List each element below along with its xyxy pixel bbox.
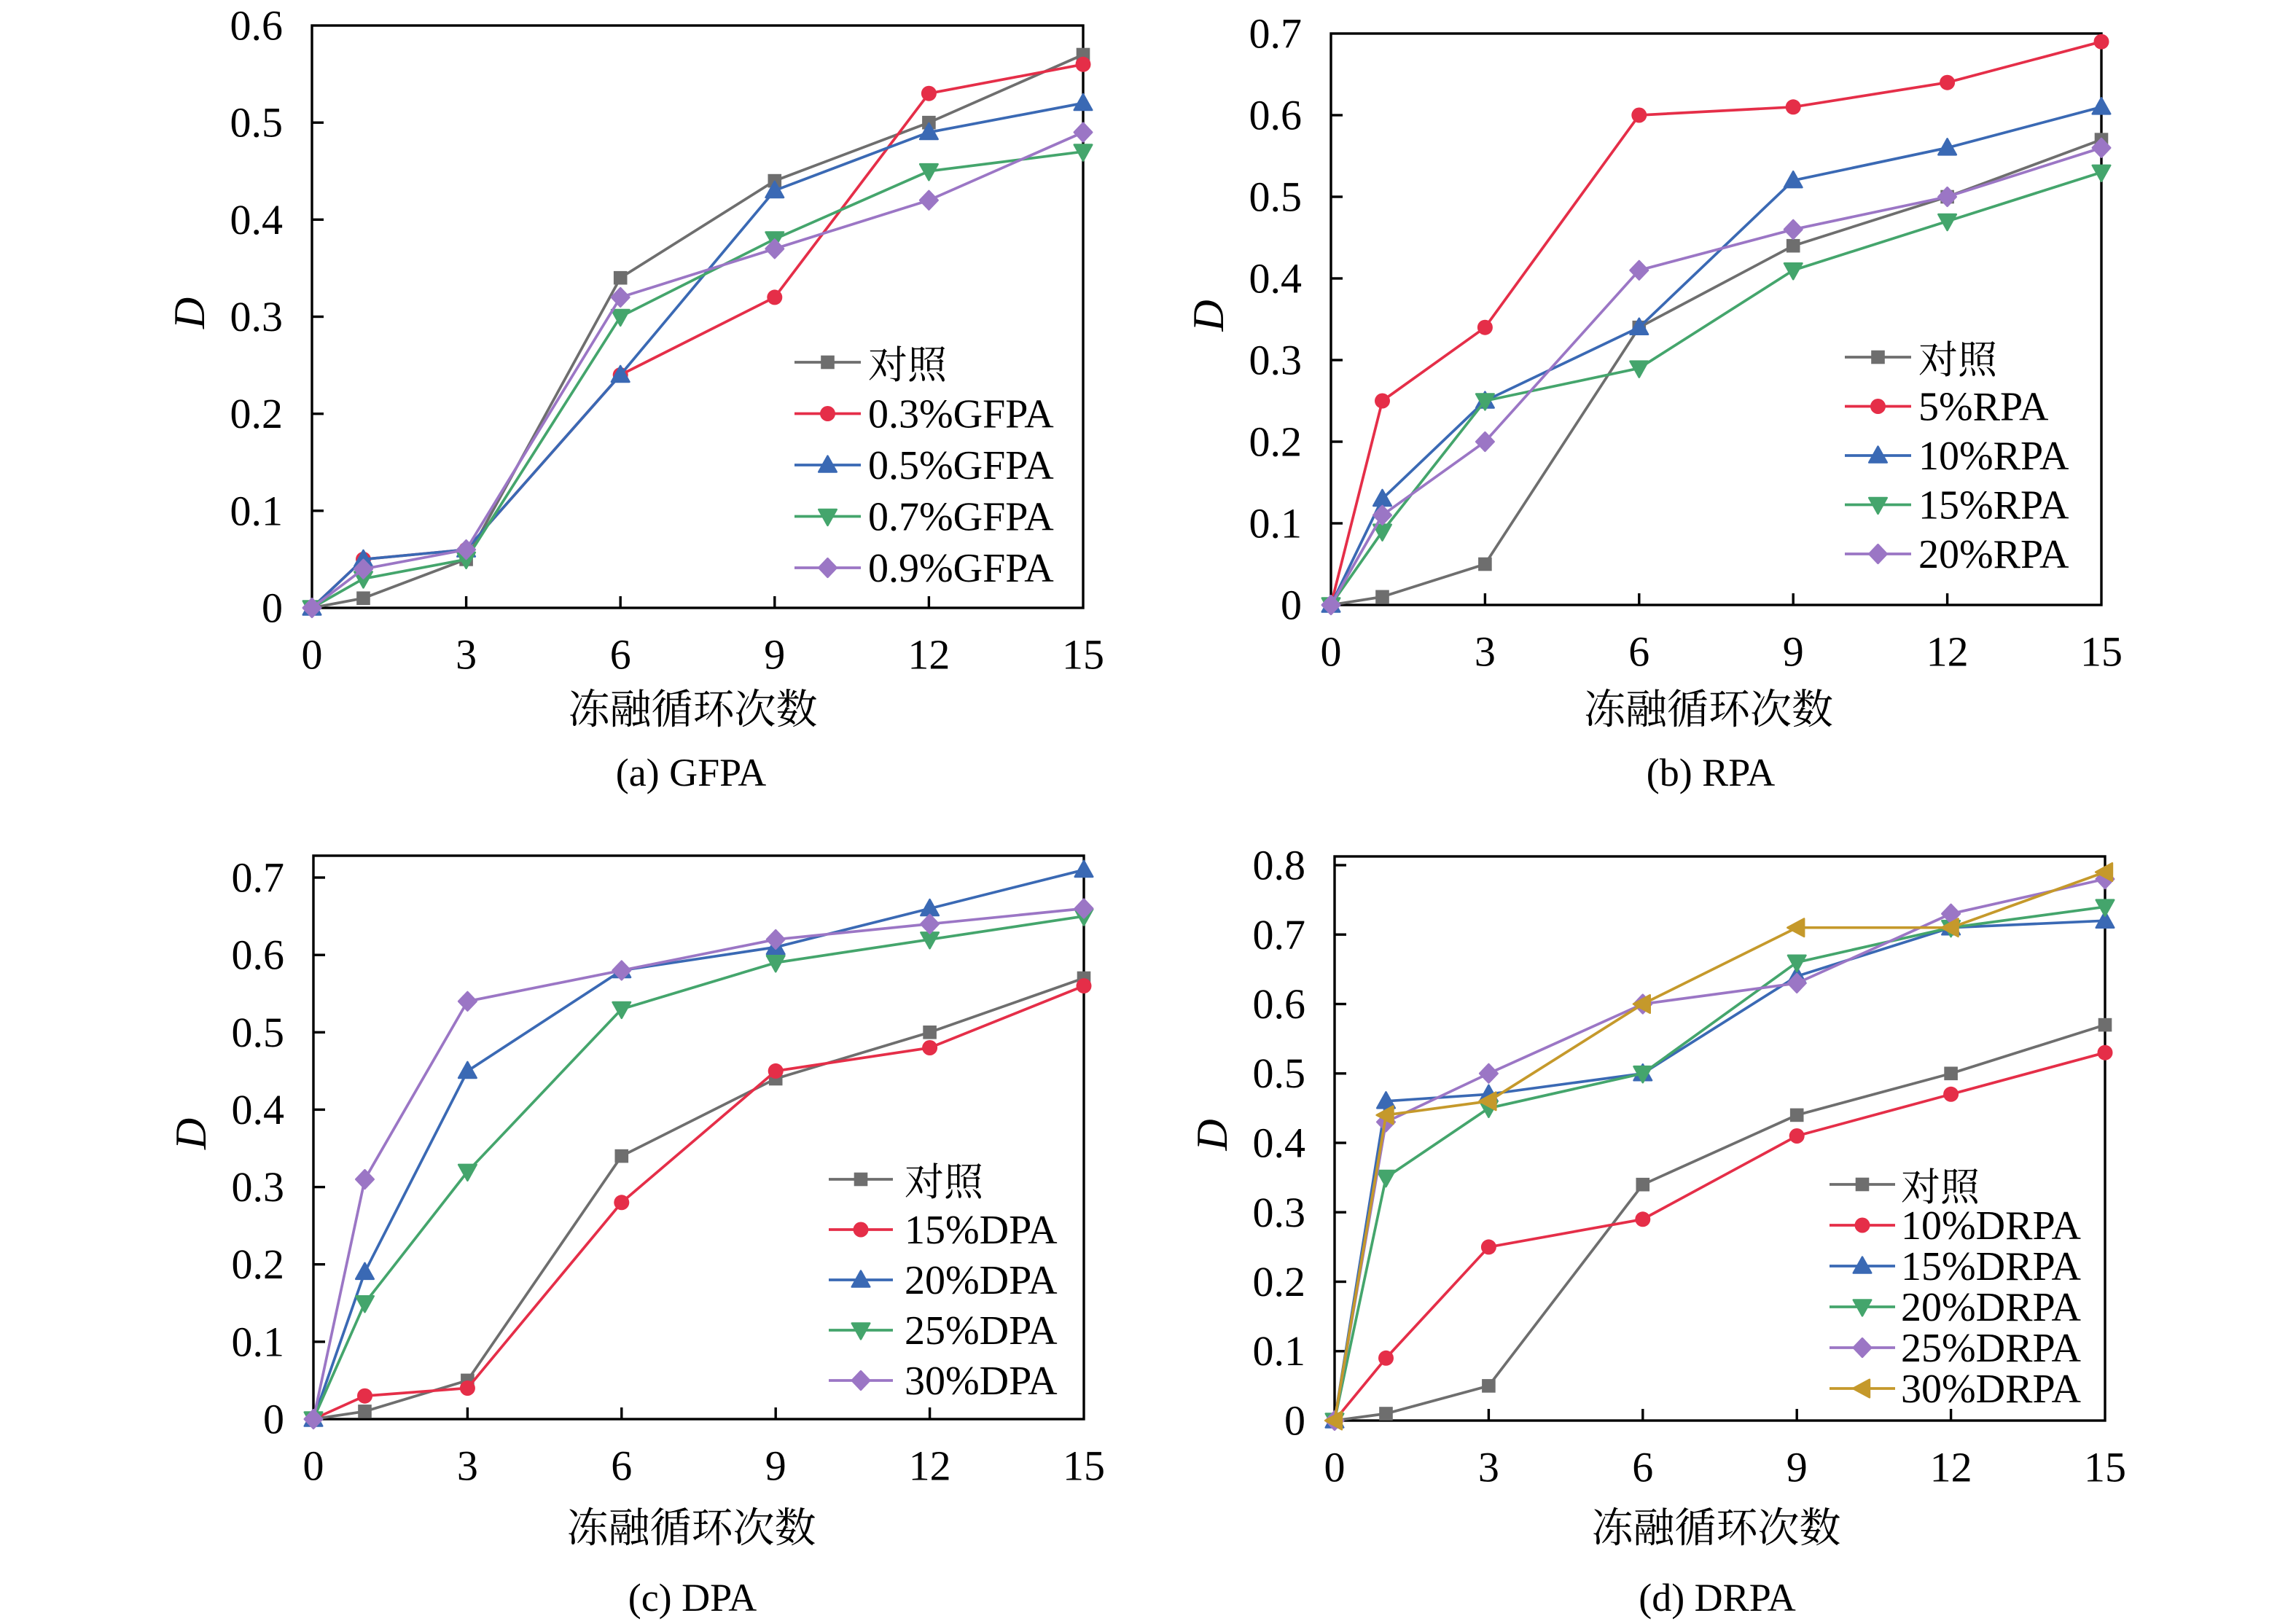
svg-text:6: 6 [611, 1442, 632, 1490]
svg-text:(d) DRPA: (d) DRPA [1639, 1576, 1796, 1620]
svg-text:0: 0 [302, 631, 323, 679]
svg-text:(b) RPA: (b) RPA [1647, 751, 1776, 794]
svg-text:D: D [167, 1118, 215, 1150]
svg-text:15: 15 [2080, 628, 2123, 676]
svg-text:20%DRPA: 20%DRPA [1901, 1285, 2081, 1330]
svg-text:0.1: 0.1 [232, 1318, 285, 1365]
svg-text:15%DPA: 15%DPA [905, 1208, 1058, 1253]
svg-text:3: 3 [1478, 1444, 1499, 1491]
svg-text:0: 0 [1321, 628, 1342, 676]
svg-text:10%RPA: 10%RPA [1918, 434, 2069, 479]
svg-text:3: 3 [1475, 628, 1496, 676]
svg-text:0: 0 [1281, 582, 1302, 629]
svg-text:0: 0 [262, 585, 283, 632]
svg-text:12: 12 [909, 1442, 951, 1490]
svg-text:0.7: 0.7 [1249, 10, 1303, 58]
svg-text:0.9%GFPA: 0.9%GFPA [868, 546, 1054, 591]
svg-text:0: 0 [1324, 1444, 1346, 1491]
svg-text:5%RPA: 5%RPA [1918, 385, 2049, 430]
svg-text:20%DPA: 20%DPA [905, 1258, 1058, 1303]
svg-text:0.1: 0.1 [230, 487, 284, 534]
svg-text:9: 9 [765, 1442, 786, 1490]
svg-text:0: 0 [303, 1442, 324, 1490]
svg-text:0.2: 0.2 [1249, 418, 1303, 466]
svg-text:0.5: 0.5 [1249, 173, 1303, 221]
svg-text:0.5: 0.5 [232, 1009, 285, 1056]
svg-text:0.6: 0.6 [232, 931, 285, 979]
svg-text:3: 3 [456, 631, 477, 679]
svg-text:9: 9 [1783, 628, 1804, 676]
svg-text:15%DRPA: 15%DRPA [1901, 1244, 2081, 1289]
svg-text:D: D [1188, 1119, 1236, 1151]
svg-text:0.3: 0.3 [1249, 337, 1303, 384]
svg-text:0.3%GFPA: 0.3%GFPA [868, 392, 1054, 437]
svg-text:0.3: 0.3 [232, 1163, 285, 1211]
svg-text:0.5%GFPA: 0.5%GFPA [868, 443, 1054, 488]
svg-text:0.6: 0.6 [1253, 980, 1306, 1028]
svg-text:0: 0 [263, 1396, 284, 1443]
svg-text:0.6: 0.6 [1249, 92, 1303, 139]
svg-text:0.4: 0.4 [1249, 255, 1303, 302]
svg-text:6: 6 [1628, 628, 1649, 676]
svg-text:0.6: 0.6 [230, 2, 284, 50]
svg-text:(a) GFPA: (a) GFPA [616, 751, 767, 794]
svg-text:12: 12 [1926, 628, 1969, 676]
svg-text:0.4: 0.4 [232, 1086, 285, 1133]
svg-text:6: 6 [610, 631, 631, 679]
svg-text:15%RPA: 15%RPA [1918, 483, 2069, 528]
svg-text:15: 15 [1063, 1442, 1105, 1490]
svg-text:20%RPA: 20%RPA [1918, 532, 2069, 577]
svg-text:6: 6 [1632, 1444, 1653, 1491]
svg-text:0.7%GFPA: 0.7%GFPA [868, 495, 1054, 540]
svg-text:25%DRPA: 25%DRPA [1901, 1326, 2081, 1371]
svg-text:10%DRPA: 10%DRPA [1901, 1203, 2081, 1249]
svg-text:25%DPA: 25%DPA [905, 1308, 1058, 1354]
svg-text:0.8: 0.8 [1253, 842, 1306, 889]
svg-text:0.5: 0.5 [230, 99, 284, 147]
svg-text:0: 0 [1284, 1397, 1305, 1445]
svg-text:D: D [1184, 300, 1233, 332]
svg-text:D: D [165, 297, 214, 329]
svg-text:30%DRPA: 30%DRPA [1901, 1367, 2081, 1412]
svg-text:0.1: 0.1 [1249, 500, 1303, 547]
svg-text:15: 15 [1062, 631, 1104, 679]
svg-text:30%DPA: 30%DPA [905, 1359, 1058, 1404]
svg-text:12: 12 [1930, 1444, 1972, 1491]
svg-text:0.3: 0.3 [1253, 1189, 1306, 1236]
svg-text:0.7: 0.7 [232, 854, 285, 902]
svg-text:12: 12 [907, 631, 950, 679]
svg-text:(c) DPA: (c) DPA [628, 1576, 757, 1620]
svg-text:0.5: 0.5 [1253, 1050, 1306, 1097]
svg-text:3: 3 [457, 1442, 478, 1490]
svg-text:0.4: 0.4 [230, 196, 284, 243]
svg-text:0.1: 0.1 [1253, 1327, 1306, 1375]
svg-text:0.4: 0.4 [1253, 1120, 1306, 1167]
svg-text:0.3: 0.3 [230, 293, 284, 340]
svg-text:15: 15 [2084, 1444, 2126, 1491]
svg-text:9: 9 [1787, 1444, 1808, 1491]
svg-text:0.7: 0.7 [1253, 911, 1306, 958]
svg-text:9: 9 [764, 631, 785, 679]
svg-text:0.2: 0.2 [1253, 1258, 1306, 1305]
svg-text:0.2: 0.2 [232, 1241, 285, 1288]
svg-text:0.2: 0.2 [230, 390, 284, 437]
